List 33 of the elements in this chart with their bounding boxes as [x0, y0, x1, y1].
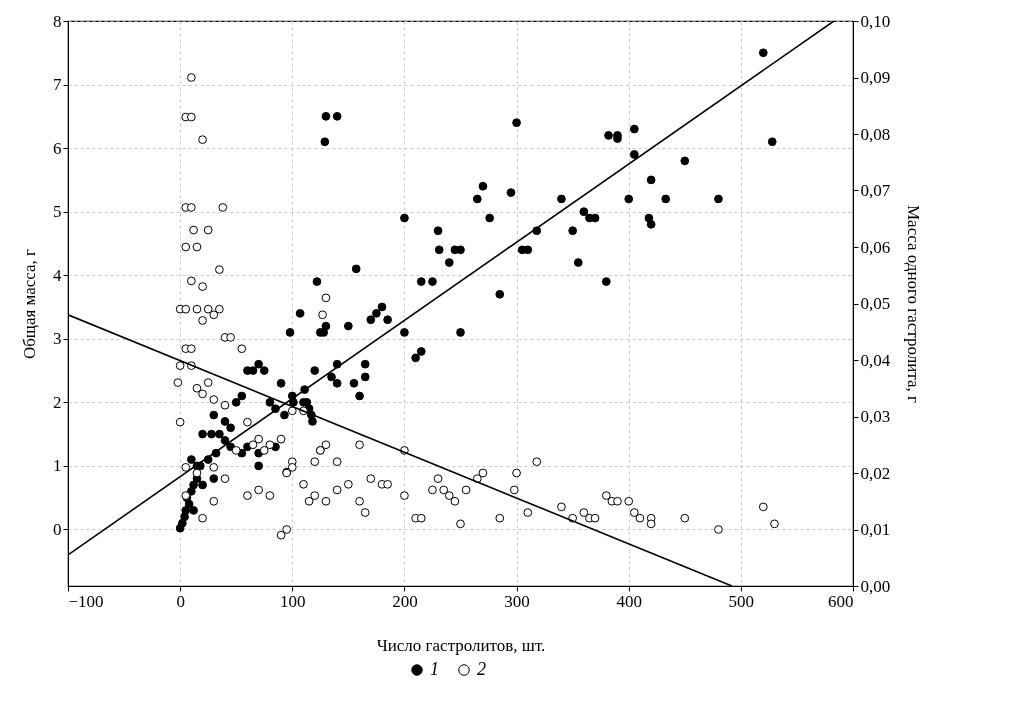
- legend-label: 2: [477, 659, 486, 679]
- y2-tick-label: 0,08: [860, 124, 891, 144]
- y2-tick-label: 0,03: [860, 407, 891, 426]
- y2-tick-label: 0,02: [860, 463, 891, 483]
- y-tick-label: 7: [53, 75, 62, 95]
- y-tick-label: 2: [53, 392, 62, 412]
- y2-tick-label: 0,04: [860, 350, 891, 370]
- y-axis-title: Общая масса, г: [20, 248, 39, 360]
- y-tick-label: 3: [53, 329, 62, 349]
- x-tick-label: 100: [280, 591, 306, 611]
- x-tick-label: 400: [616, 591, 642, 611]
- x-tick-label: 200: [392, 591, 418, 611]
- x-axis-title: Число гастролитов, шт.: [376, 635, 546, 655]
- y2-tick-label: 0,00: [860, 576, 891, 596]
- x-tick-label: −100: [68, 591, 104, 611]
- y2-tick-label: 0,05: [860, 294, 891, 313]
- y2-tick-label: 0,06: [860, 237, 891, 257]
- y2-tick-label: 0,01: [860, 520, 891, 539]
- y2-axis-title: Масса одного гастролита, г: [904, 204, 924, 404]
- x-tick-label: 0: [176, 591, 185, 611]
- y2-tick-label: 0,09: [860, 68, 891, 87]
- y-tick-label: 5: [53, 202, 62, 222]
- x-tick-label: 500: [728, 591, 755, 611]
- y-tick-label: 4: [53, 265, 62, 285]
- y2-tick-label: 0,10: [860, 11, 891, 31]
- y2-tick-label: 0,07: [860, 181, 891, 200]
- legend-label: 1: [430, 659, 439, 679]
- y-tick-label: 1: [53, 456, 62, 476]
- y-tick-label: 6: [53, 138, 62, 158]
- x-tick-label: 300: [504, 591, 530, 611]
- y-tick-label: 8: [53, 11, 62, 31]
- x-tick-label: 600: [828, 591, 854, 611]
- y-tick-label: 0: [53, 519, 62, 539]
